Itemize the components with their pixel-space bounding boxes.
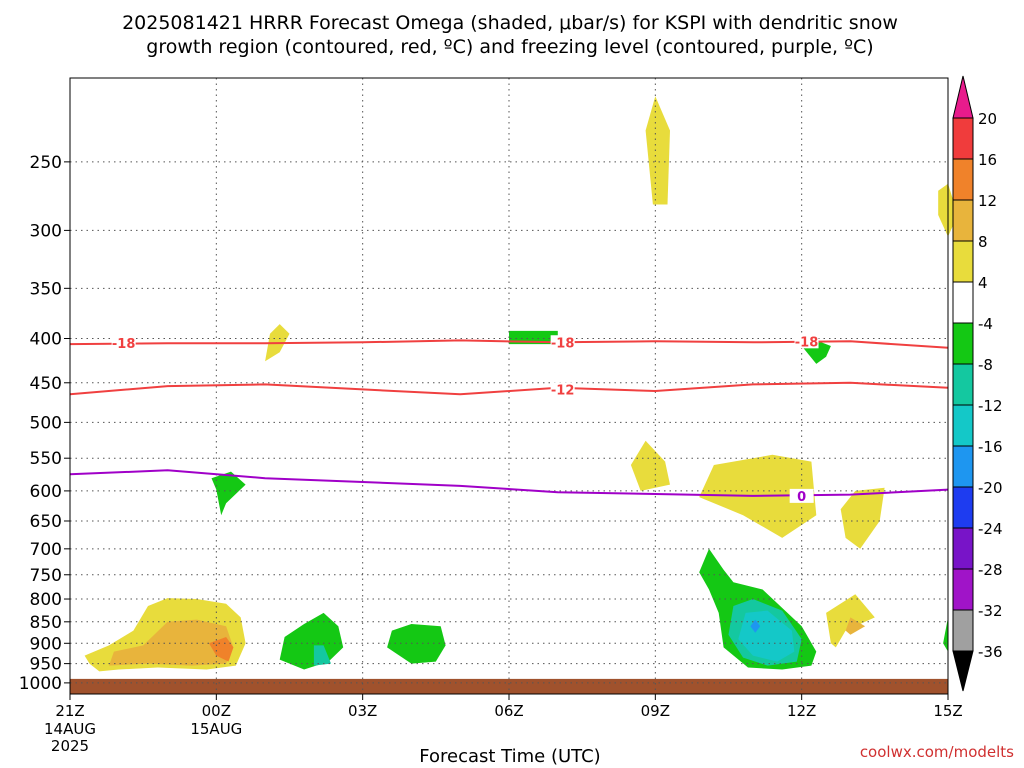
ground-band (70, 678, 948, 694)
contour-line (69, 381, 949, 396)
contour-label-bg (789, 488, 814, 503)
omega-region (109, 619, 234, 666)
x-tick-date: 15AUG (190, 720, 242, 738)
y-tick-label: 350 (30, 279, 62, 299)
y-tick-label: 600 (30, 482, 62, 502)
x-tick-label: 15Z (933, 702, 962, 720)
colorbar-swatch (952, 199, 974, 242)
colorbar-label: -12 (978, 397, 1003, 415)
colorbar-swatch (952, 158, 974, 201)
x-tick-label: 21Z (55, 702, 84, 720)
contour-label-bg (794, 334, 819, 349)
y-tick-label: 550 (30, 449, 62, 469)
y-tick-label: 800 (30, 590, 62, 610)
contour-label: -18 (551, 336, 575, 351)
colorbar-swatch (952, 240, 974, 283)
colorbar-bottom-arrow (952, 650, 974, 692)
omega-region (209, 637, 234, 662)
colorbar-label: -20 (978, 479, 1003, 497)
colorbar-swatch (952, 445, 974, 488)
omega-region (313, 645, 331, 666)
plot-area: -18 -18 -18 -12 0 250 300 350 400 450 500 550 600 650… (19, 75, 1003, 755)
omega-region (279, 612, 344, 670)
contour-label-bg (550, 382, 575, 397)
omega-region (845, 617, 866, 635)
x-tick-label: 03Z (348, 702, 377, 720)
colorbar-label: 12 (978, 192, 997, 210)
omega-region (387, 624, 446, 664)
colorbar-label: 8 (978, 233, 988, 251)
colorbar-swatch (952, 117, 974, 160)
y-tick-label: 750 (30, 566, 62, 586)
omega-region (211, 471, 246, 516)
contour-label: -12 (551, 383, 575, 398)
colorbar-swatch (952, 568, 974, 611)
contour-label-bg (550, 335, 575, 350)
colorbar-label: 16 (978, 151, 997, 169)
y-tick-label: 250 (30, 153, 62, 173)
colorbar-label: 4 (978, 274, 988, 292)
watermark: coolwx.com/modelts (860, 743, 1014, 761)
y-tick-label: 950 (30, 655, 62, 675)
contour-label: 0 (797, 490, 806, 505)
colorbar-label: -8 (978, 356, 993, 374)
x-tick-label: 09Z (641, 702, 670, 720)
omega-region (738, 610, 795, 662)
x-axis-label: Forecast Time (UTC) (419, 746, 600, 767)
colorbar-label: -28 (978, 561, 1003, 579)
colorbar-swatch (952, 322, 974, 365)
x-tick-label: 00Z (202, 702, 231, 720)
x-tick-date: 14AUG (44, 720, 96, 738)
y-tick-label: 300 (30, 221, 62, 241)
colorbar-label: -32 (978, 602, 1003, 620)
colorbar-swatch (952, 404, 974, 447)
colorbar-label: -36 (978, 643, 1003, 661)
contour-label: -18 (795, 335, 819, 350)
y-tick-label: 1000 (19, 674, 62, 694)
colorbar-label: -16 (978, 438, 1003, 456)
omega-region (645, 96, 670, 205)
omega-region (840, 487, 885, 549)
omega-region (630, 440, 670, 491)
y-tick-label: 850 (30, 613, 62, 633)
colorbar-label: -4 (978, 315, 993, 333)
omega-region (943, 617, 948, 652)
y-tick-label: 500 (30, 413, 62, 433)
colorbar-swatch (952, 281, 974, 324)
y-tick-label: 700 (30, 540, 62, 560)
chart-title-line2: growth region (contoured, red, ºC) and f… (146, 36, 873, 58)
contour-label-bg (111, 336, 136, 351)
y-tick-label: 900 (30, 634, 62, 654)
y-tick-label: 650 (30, 512, 62, 532)
x-tick-label: 06Z (494, 702, 523, 720)
chart-title-line1: 2025081421 HRRR Forecast Omega (shaded, … (122, 12, 898, 34)
colorbar-swatch (952, 527, 974, 570)
contour-label: -18 (112, 337, 136, 352)
x-tick-year: 2025 (51, 737, 89, 755)
colorbar-swatch (952, 609, 974, 652)
colorbar-top-arrow (952, 75, 974, 119)
colorbar-label: 20 (978, 110, 997, 128)
colorbar-swatch (952, 486, 974, 529)
y-tick-label: 400 (30, 330, 62, 350)
x-tick-label: 12Z (787, 702, 816, 720)
colorbar-swatch (952, 363, 974, 406)
y-tick-label: 450 (30, 374, 62, 394)
omega-region (750, 619, 761, 633)
colorbar-label: -24 (978, 520, 1003, 538)
